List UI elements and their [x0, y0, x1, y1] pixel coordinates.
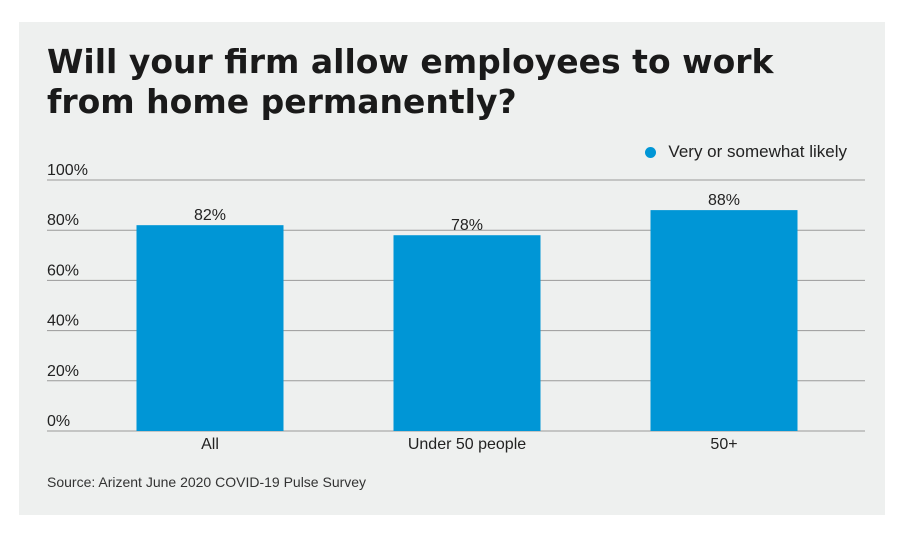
bar-value-label: 88%: [708, 192, 740, 209]
y-tick-label: 20%: [47, 363, 79, 380]
bar-value-label: 82%: [194, 207, 226, 224]
x-tick-label: Under 50 people: [408, 436, 526, 453]
y-axis-ticks: 0% 20% 40% 60% 80% 100%: [47, 162, 88, 430]
data-labels: 82% 78% 88%: [194, 192, 740, 234]
y-tick-label: 80%: [47, 212, 79, 229]
legend-label: Very or somewhat likely: [668, 142, 847, 161]
bars: [136, 210, 798, 431]
y-tick-label: 0%: [47, 413, 70, 430]
legend: Very or somewhat likely: [645, 142, 847, 162]
x-tick-label: 50+: [710, 436, 737, 453]
chart-title: Will your firm allow employees to work f…: [47, 42, 774, 121]
bar: [650, 210, 798, 431]
y-tick-label: 40%: [47, 313, 79, 330]
bar: [136, 225, 284, 431]
legend-swatch: [645, 146, 657, 158]
x-axis-ticks: All Under 50 people 50+: [201, 436, 737, 453]
bar-value-label: 78%: [451, 217, 483, 234]
x-tick-label: All: [201, 436, 219, 453]
source-note: Source: Arizent June 2020 COVID-19 Pulse…: [47, 474, 367, 490]
y-tick-label: 100%: [47, 162, 88, 179]
y-tick-label: 60%: [47, 262, 79, 279]
bar: [393, 235, 541, 431]
bar-chart: 82% 78% 88% 0% 20% 40% 60% 80% 100% All Under 50…: [47, 162, 865, 453]
chart-panel: Will your firm allow employees to work f…: [19, 22, 885, 515]
